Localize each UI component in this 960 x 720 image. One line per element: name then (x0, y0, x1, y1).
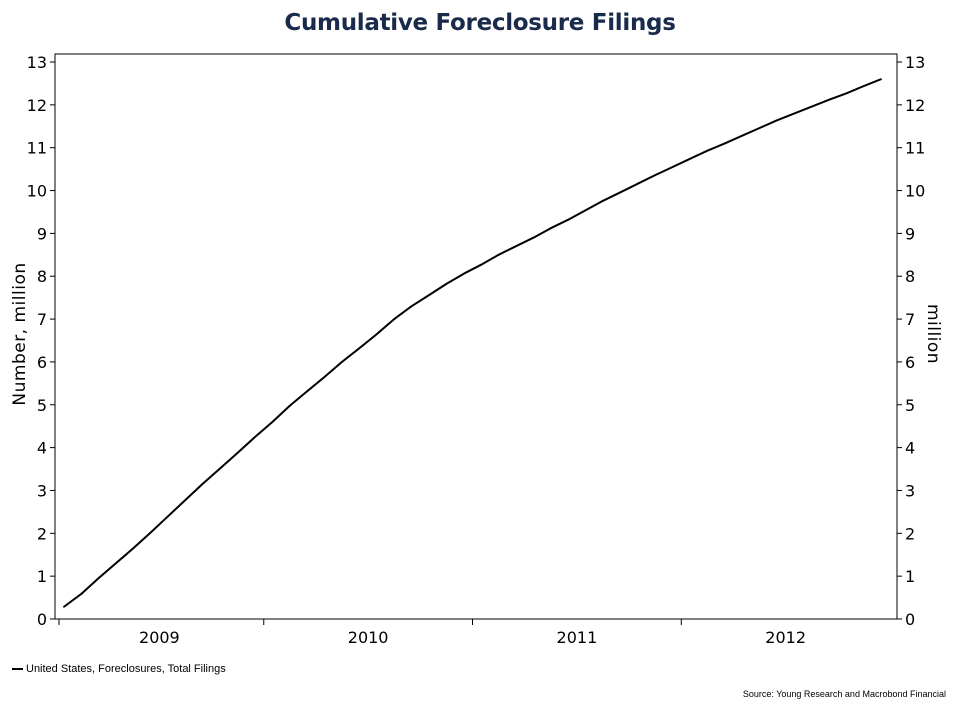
data-point (811, 105, 813, 108)
data-point (115, 562, 117, 564)
data-point (671, 166, 674, 168)
y-axis-label-right: million (923, 304, 943, 364)
data-point (376, 333, 378, 335)
y-tick-label-right: 8 (905, 267, 915, 286)
data-point (167, 515, 169, 517)
x-tick-label: 2011 (557, 628, 598, 647)
y-tick-label-left: 0 (37, 610, 47, 629)
data-point (793, 112, 795, 115)
data-point (619, 191, 621, 193)
data-point (880, 78, 882, 80)
data-point (306, 390, 308, 392)
data-point (532, 237, 535, 239)
data-point (463, 273, 465, 275)
y-tick-label-left: 4 (37, 439, 47, 458)
data-point (63, 606, 65, 608)
data-point (602, 200, 604, 202)
data-point (863, 85, 865, 87)
y-tick-label-left: 3 (37, 481, 47, 500)
y-tick-label-left: 1 (37, 567, 47, 586)
data-point (254, 436, 256, 438)
y-tick-label-left: 7 (37, 310, 47, 329)
data-point (550, 227, 552, 229)
y-tick-label-left: 6 (37, 353, 47, 372)
legend: United States, Foreclosures, Total Filin… (12, 663, 226, 675)
x-tick-label: 2009 (139, 628, 180, 647)
data-point (184, 499, 187, 501)
data-point (219, 467, 221, 469)
y-tick-label-right: 11 (905, 139, 925, 158)
y-tick-label-right: 13 (905, 53, 925, 72)
legend-swatch (12, 668, 23, 670)
data-point (654, 174, 656, 176)
data-point (515, 245, 517, 247)
y-tick-label-left: 8 (37, 267, 47, 286)
data-point (567, 219, 569, 221)
x-tick-label: 2010 (348, 628, 389, 647)
legend-label: United States, Foreclosures, Total Filin… (26, 663, 226, 675)
data-point (480, 264, 482, 266)
data-point (237, 452, 239, 454)
data-point (289, 405, 291, 407)
y-tick-label-right: 5 (905, 396, 915, 415)
series-group (63, 78, 882, 608)
data-point (411, 305, 413, 307)
data-point (150, 531, 152, 534)
y-tick-label-left: 2 (37, 524, 47, 543)
data-point (845, 92, 848, 94)
y-tick-label-left: 12 (27, 96, 47, 115)
data-point (498, 254, 500, 256)
data-point (97, 577, 100, 579)
chart-title: Cumulative Foreclosure Filings (284, 10, 676, 36)
data-point (324, 376, 326, 378)
y-tick-label-right: 7 (905, 310, 915, 329)
y-tick-label-right: 4 (905, 439, 915, 458)
y-tick-label-right: 2 (905, 524, 915, 543)
data-point (393, 318, 395, 320)
source-note: Source: Young Research and Macrobond Fin… (742, 689, 946, 699)
y-tick-label-right: 9 (905, 224, 915, 243)
data-point (758, 127, 761, 129)
data-point (341, 361, 343, 363)
data-point (80, 593, 82, 595)
data-point (828, 99, 830, 101)
y-tick-label-right: 0 (905, 610, 915, 629)
y-tick-label-right: 3 (905, 481, 915, 500)
plot-frame (54, 53, 898, 620)
y-tick-label-left: 13 (27, 53, 47, 72)
series-line (63, 78, 882, 608)
y-tick-label-left: 10 (27, 182, 47, 201)
y-tick-label-left: 9 (37, 224, 47, 243)
y-axis-label-left: Number, million (10, 262, 30, 405)
data-point (132, 547, 134, 549)
y-tick-label-right: 12 (905, 96, 925, 115)
data-point (776, 119, 778, 121)
data-point (358, 347, 361, 349)
data-point (202, 483, 204, 485)
data-point (271, 421, 274, 423)
data-point (584, 209, 587, 211)
data-point (724, 142, 726, 145)
data-point (741, 135, 743, 137)
data-point (445, 283, 448, 285)
y-tick-label-right: 1 (905, 567, 915, 586)
y-tick-label-left: 5 (37, 396, 47, 415)
x-tick-label: 2012 (765, 628, 806, 647)
y-tick-label-right: 10 (905, 182, 925, 201)
data-point (428, 294, 430, 296)
y-tick-label-right: 6 (905, 353, 915, 372)
data-point (706, 150, 708, 152)
data-point (689, 158, 691, 160)
data-point (637, 183, 639, 185)
y-tick-label-left: 11 (27, 139, 47, 158)
